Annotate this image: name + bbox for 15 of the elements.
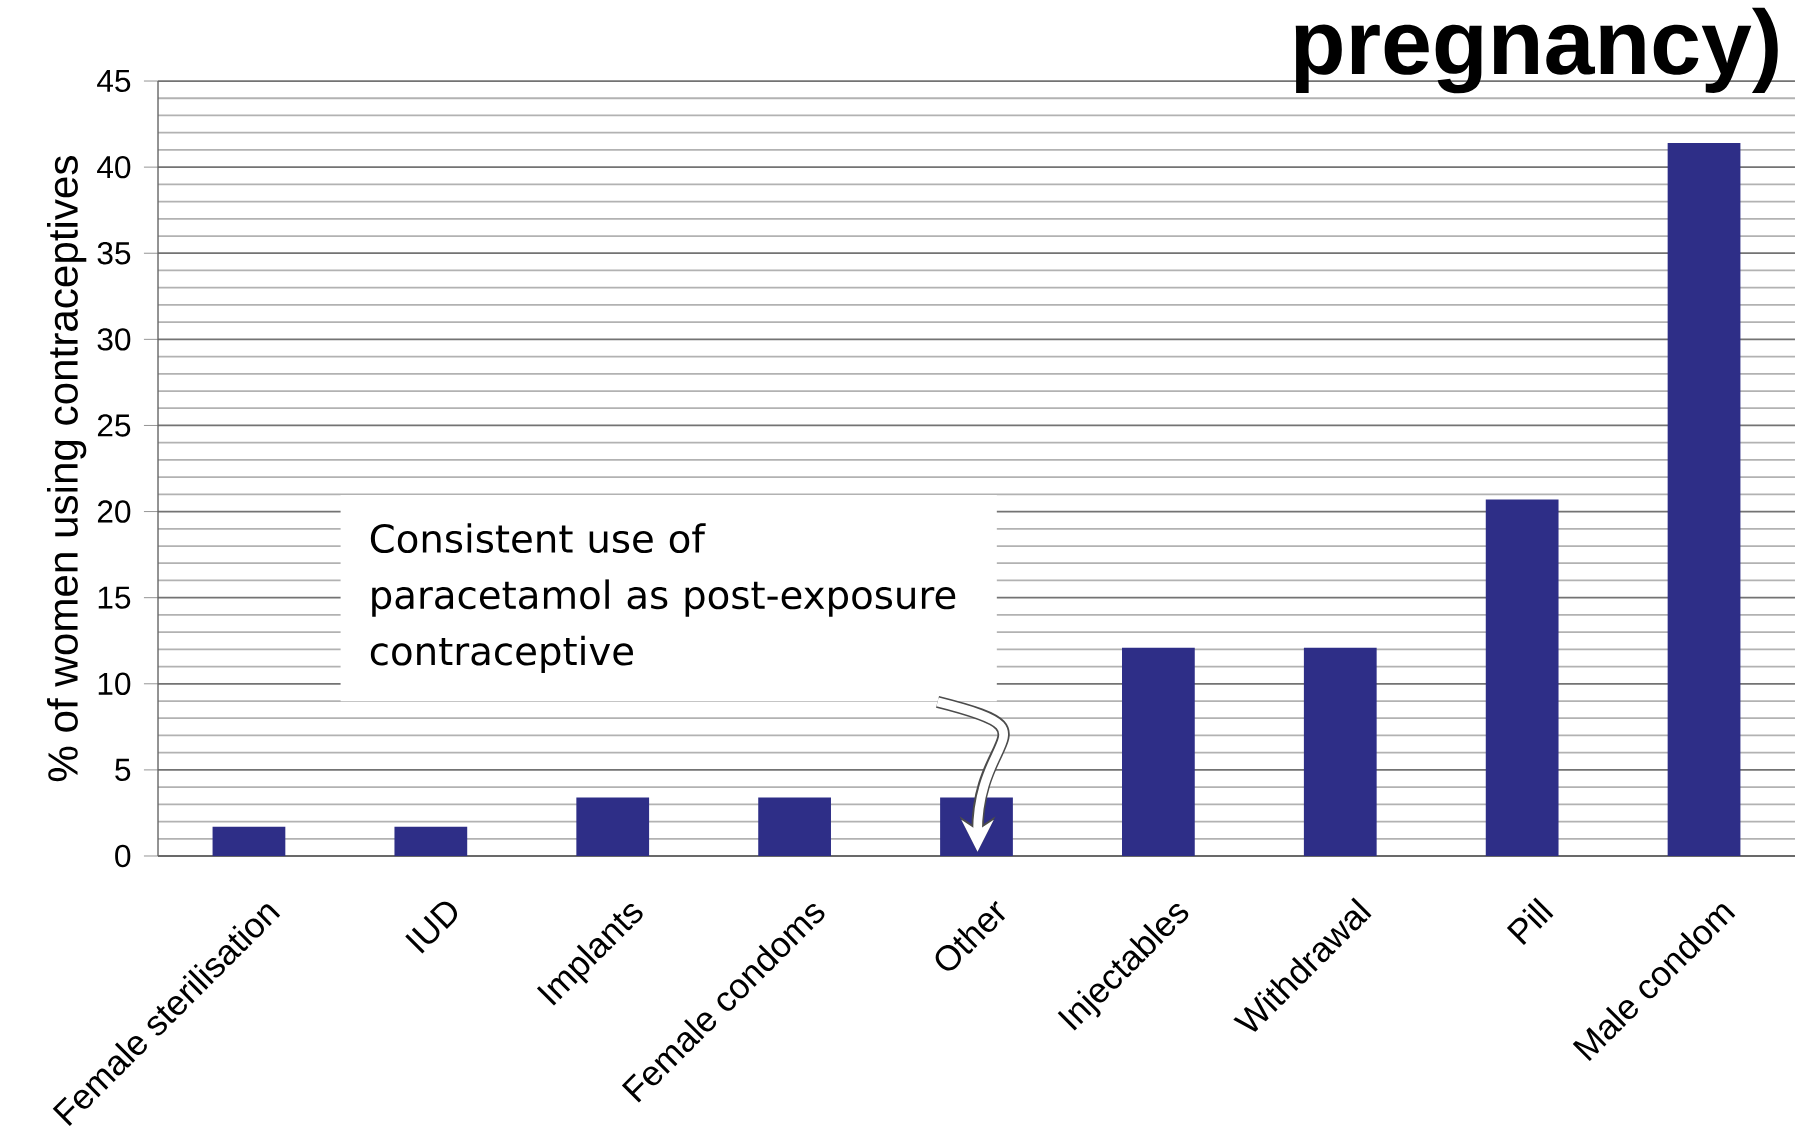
y-tick-label: 15 xyxy=(98,586,131,609)
y-tick-label: 35 xyxy=(97,242,131,265)
x-tick-label: IUD xyxy=(405,901,458,954)
y-tick-label: 40 xyxy=(97,155,131,179)
x-tick-label: Pill xyxy=(1506,897,1554,946)
y-axis-title: % of women using contraceptives xyxy=(46,156,87,782)
chart-title: pregnancy) xyxy=(1295,7,1778,94)
y-tick-label: 20 xyxy=(97,500,131,523)
y-tick-label: 30 xyxy=(97,328,131,351)
y-tick-label: 25 xyxy=(97,414,131,437)
y-tick-label: 10 xyxy=(98,672,131,696)
y-tick-label: 45 xyxy=(97,69,131,93)
annotation: Consistent use of paracetamol as post-exposure contraceptive xyxy=(370,523,956,674)
y-tick-label: 0 xyxy=(115,844,131,868)
y-tick-label: 5 xyxy=(115,758,131,781)
